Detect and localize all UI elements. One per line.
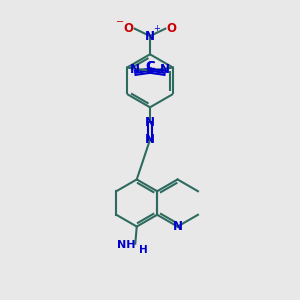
Text: +: + (153, 24, 160, 33)
Text: NH: NH (117, 240, 135, 250)
Text: C: C (146, 61, 155, 74)
Text: N: N (145, 30, 155, 43)
Text: N: N (145, 116, 155, 128)
Text: N: N (160, 63, 170, 76)
Text: O: O (123, 22, 133, 34)
Text: O: O (167, 22, 177, 34)
Text: N: N (145, 133, 155, 146)
Text: −: − (116, 17, 124, 27)
Text: N: N (130, 63, 140, 76)
Text: C: C (145, 61, 154, 74)
Text: H: H (139, 245, 148, 255)
Text: N: N (172, 220, 182, 233)
